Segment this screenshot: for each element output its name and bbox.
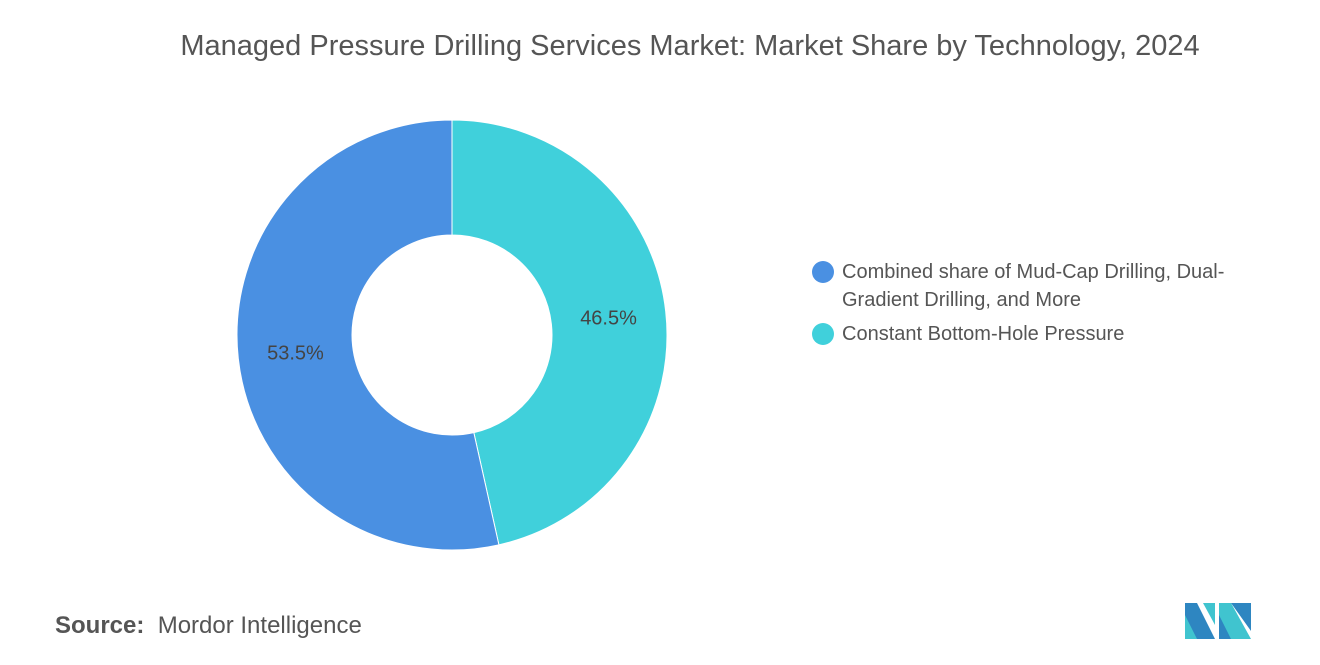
- legend-swatch: [812, 323, 834, 345]
- donut-slice: [451, 119, 668, 546]
- mordor-logo: [1185, 603, 1251, 639]
- source-label: Source:: [55, 612, 145, 639]
- donut-slice: [236, 119, 500, 551]
- legend: Combined share of Mud-Cap Drilling, Dual…: [812, 258, 1262, 354]
- chart-title: Managed Pressure Drilling Services Marke…: [180, 30, 1200, 62]
- legend-item-combined: Combined share of Mud-Cap Drilling, Dual…: [812, 258, 1262, 314]
- slice-data-label: 46.5%: [580, 308, 637, 330]
- legend-label: Combined share of Mud-Cap Drilling, Dual…: [842, 261, 1225, 311]
- source: Source: Mordor Intelligence: [55, 612, 362, 640]
- slice-data-label: 53.5%: [267, 342, 324, 364]
- legend-label: Constant Bottom-Hole Pressure: [842, 323, 1125, 345]
- source-value: Mordor Intelligence: [157, 612, 362, 639]
- legend-item-cbhp: Constant Bottom-Hole Pressure: [812, 320, 1262, 348]
- legend-swatch: [812, 261, 834, 283]
